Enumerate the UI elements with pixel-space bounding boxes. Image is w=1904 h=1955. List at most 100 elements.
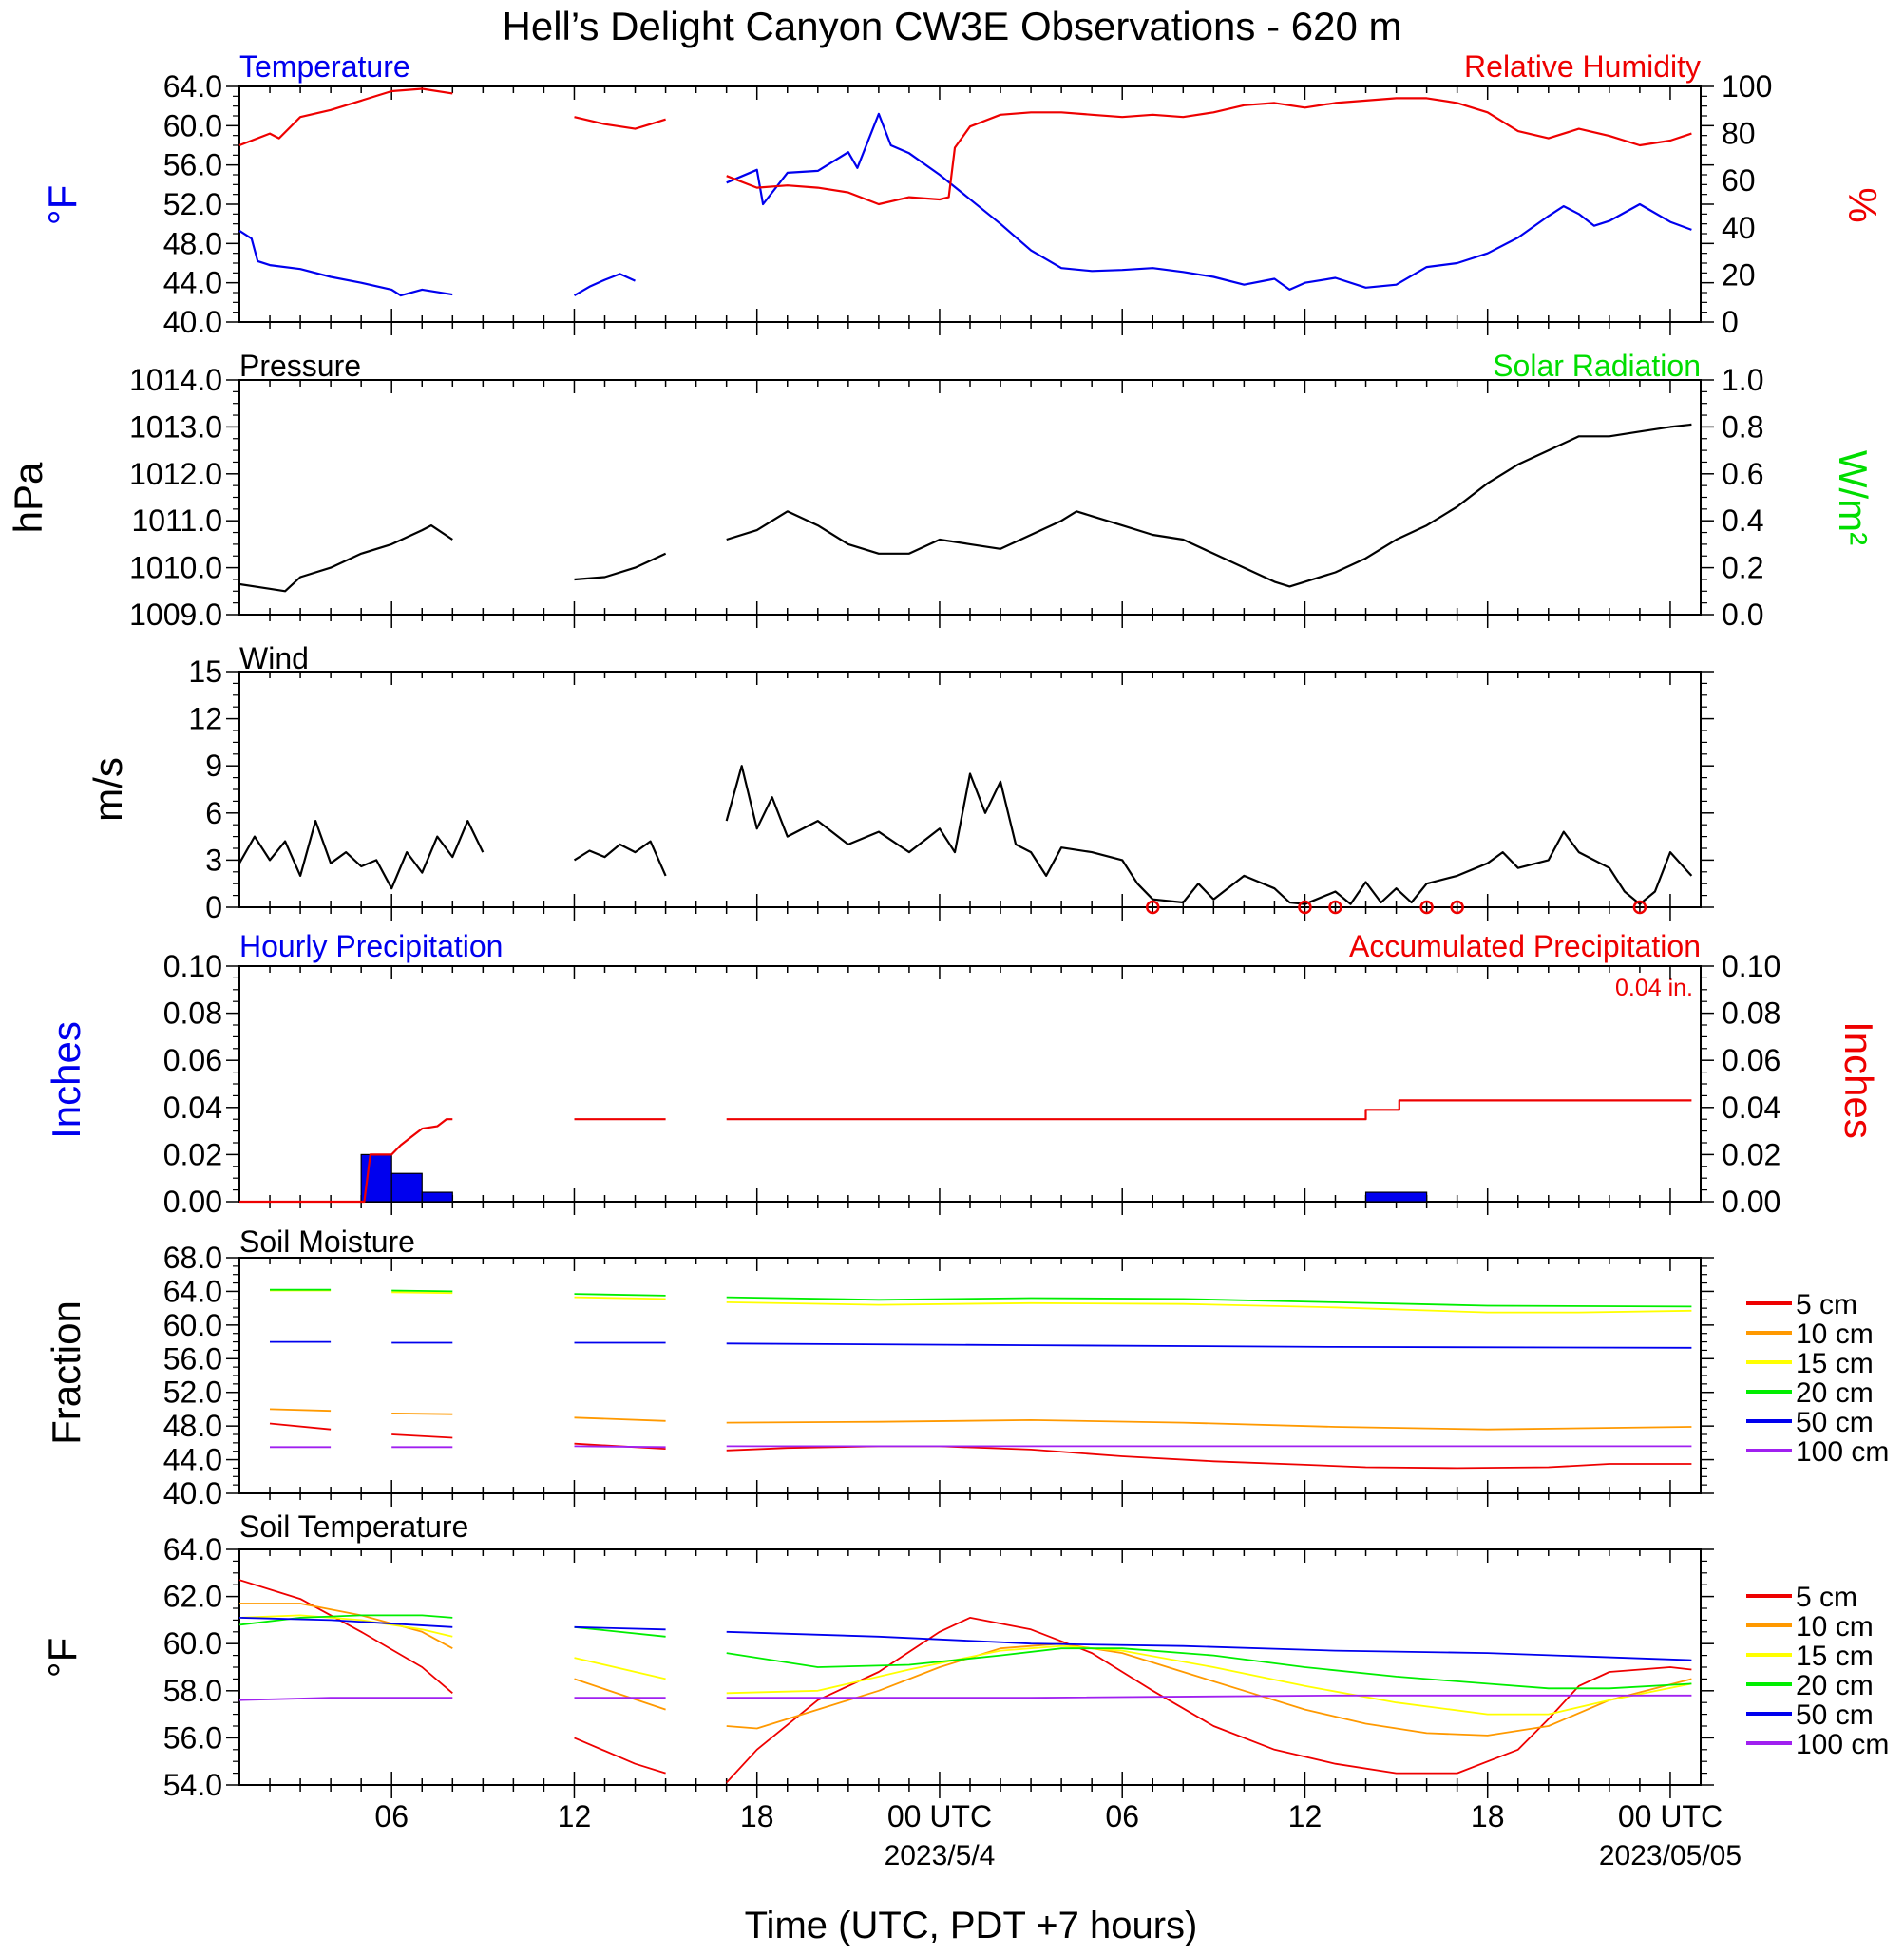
soilt-left-title: Soil Temperature [239, 1509, 468, 1544]
series-line [574, 1416, 666, 1422]
x-tick-label: 06 [374, 1799, 409, 1833]
figure-title: Hell’s Delight Canyon CW3E Observations … [503, 4, 1402, 48]
y-tick-label: 44.0 [163, 266, 222, 300]
y2-tick-label: 0.08 [1722, 996, 1780, 1031]
y-tick-label: 52.0 [163, 1376, 222, 1410]
temp-left-ylabel: °F [40, 185, 85, 225]
y2-tick-label: 0.8 [1722, 409, 1763, 444]
y-tick-label: 0.06 [163, 1043, 222, 1077]
y-tick-label: 3 [205, 843, 222, 877]
wind-left-ylabel: m/s [86, 757, 130, 822]
calm-wind-marker [1450, 900, 1464, 915]
x-date-label: 2023/05/05 [1599, 1840, 1742, 1871]
y2-tick-label: 40 [1722, 211, 1756, 245]
series-line [391, 1289, 453, 1293]
y-tick-label: 1012.0 [129, 457, 222, 491]
y-tick-label: 15 [188, 655, 222, 689]
soilt-left-ylabel: °F [40, 1638, 85, 1678]
legend-label: 15 cm [1796, 1348, 1874, 1379]
hourly-precip-bar [1364, 1191, 1428, 1203]
y-tick-label: 64.0 [163, 1274, 222, 1308]
legend-label: 20 cm [1796, 1670, 1874, 1701]
pres-plot-frame [238, 379, 1702, 616]
legend-label: 50 cm [1796, 1699, 1874, 1731]
pres-left-ylabel: hPa [6, 462, 50, 533]
y-tick-label: 0.04 [163, 1091, 222, 1125]
series-line [239, 1118, 453, 1204]
precip-plot-frame [238, 965, 1702, 1203]
series-line [726, 1630, 1692, 1661]
series-line [269, 1408, 332, 1413]
y2-tick-label: 0.04 [1722, 1091, 1780, 1125]
wind-plot-frame [238, 671, 1702, 908]
x-axis-label: Time (UTC, PDT +7 hours) [745, 1905, 1198, 1946]
x-tick-label: 18 [1471, 1799, 1505, 1833]
y-tick-label: 56.0 [163, 1341, 222, 1376]
series-line [726, 97, 1692, 206]
series-line [238, 1697, 453, 1701]
y2-tick-label: 0.2 [1722, 551, 1763, 585]
series-line [573, 273, 636, 297]
legend-label: 100 cm [1796, 1436, 1889, 1468]
y2-tick-label: 0.02 [1722, 1137, 1780, 1171]
soilm-plot-frame [238, 1257, 1702, 1494]
legend-label: 50 cm [1796, 1407, 1874, 1438]
precip-left-title: Hourly Precipitation [239, 929, 503, 963]
precip-right-title: Accumulated Precipitation [1349, 929, 1701, 963]
y-tick-label: 44.0 [163, 1443, 222, 1477]
y-tick-label: 52.0 [163, 187, 222, 221]
series-line [726, 1445, 1692, 1470]
legend-label: 10 cm [1796, 1611, 1874, 1642]
calm-wind-marker [1328, 900, 1342, 915]
y2-tick-label: 100 [1722, 69, 1772, 104]
y-tick-label: 0.08 [163, 996, 222, 1031]
legend-label: 20 cm [1796, 1377, 1874, 1409]
x-tick-label: 00 UTC [887, 1799, 992, 1833]
y-tick-label: 60.0 [163, 108, 222, 142]
calm-wind-marker [1298, 900, 1312, 915]
series-line [726, 1617, 1692, 1784]
y-tick-label: 64.0 [163, 1532, 222, 1566]
x-date-label: 2023/5/4 [885, 1840, 996, 1871]
pres-right-ylabel: W/m² [1831, 450, 1875, 545]
y-tick-label: 48.0 [163, 1409, 222, 1443]
x-tick-label: 00 UTC [1618, 1799, 1723, 1833]
y2-tick-label: 0.00 [1722, 1185, 1780, 1219]
chart-marks: 64.060.056.052.048.044.040.0100806040200… [129, 69, 1889, 1871]
series-line [726, 1296, 1692, 1308]
y-tick-label: 1009.0 [129, 598, 222, 632]
y2-tick-label: 1.0 [1722, 363, 1763, 397]
series-line [574, 1625, 666, 1631]
series-line [573, 840, 667, 877]
series-line [238, 1614, 453, 1638]
y-tick-label: 60.0 [163, 1308, 222, 1342]
x-tick-label: 06 [1105, 1799, 1139, 1833]
temp-left-title: Temperature [239, 49, 410, 84]
y2-tick-label: 0.4 [1722, 503, 1763, 538]
y-tick-label: 9 [205, 749, 222, 783]
series-line [574, 1737, 666, 1775]
y-tick-label: 64.0 [163, 69, 222, 104]
y-tick-label: 40.0 [163, 305, 222, 339]
series-line [238, 87, 453, 147]
soilt-plot-frame [238, 1548, 1702, 1786]
series-line [574, 1657, 666, 1680]
series-line [269, 1422, 332, 1431]
y-tick-label: 0.10 [163, 949, 222, 983]
series-line [726, 1644, 1692, 1716]
temp-right-ylabel: % [1840, 187, 1885, 222]
x-tick-label: 12 [1288, 1799, 1323, 1833]
series-line [391, 1433, 453, 1439]
y2-tick-label: 60 [1722, 163, 1756, 198]
legend-label: 15 cm [1796, 1641, 1874, 1672]
y2-tick-label: 0 [1722, 305, 1739, 339]
y2-tick-label: 0.10 [1722, 949, 1780, 983]
series-line [726, 423, 1692, 588]
y2-tick-label: 0.6 [1722, 457, 1763, 491]
series-line [726, 112, 1692, 291]
pres-left-title: Pressure [239, 349, 361, 383]
series-line [574, 1445, 666, 1449]
series-line [726, 1647, 1692, 1690]
calm-wind-marker [1419, 900, 1434, 915]
y-tick-label: 40.0 [163, 1476, 222, 1510]
